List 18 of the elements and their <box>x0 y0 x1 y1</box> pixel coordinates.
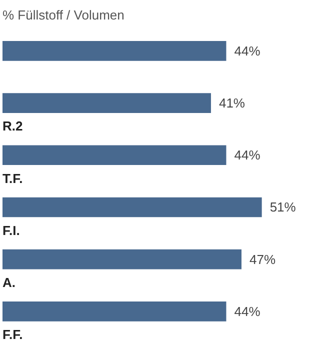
bar <box>2 249 242 270</box>
y-tick-label: F.I. <box>2 222 20 238</box>
bar <box>2 145 226 166</box>
chart-title: % Füllstoff / Volumen <box>2 8 124 22</box>
bar <box>2 93 211 113</box>
data-label: 44% <box>234 43 261 58</box>
data-label: 44% <box>234 148 261 163</box>
bar <box>2 302 226 322</box>
y-tick-label: A. <box>2 274 16 290</box>
y-tick-label: F.F. <box>2 327 23 342</box>
data-label: 47% <box>249 252 276 267</box>
y-tick-label: R.2 <box>2 118 23 134</box>
data-label: 41% <box>218 96 246 111</box>
data-label: 44% <box>234 304 261 319</box>
bar <box>2 41 226 61</box>
data-label: 51% <box>270 200 296 215</box>
bar <box>2 197 262 218</box>
y-tick-label: T.F. <box>2 170 23 186</box>
